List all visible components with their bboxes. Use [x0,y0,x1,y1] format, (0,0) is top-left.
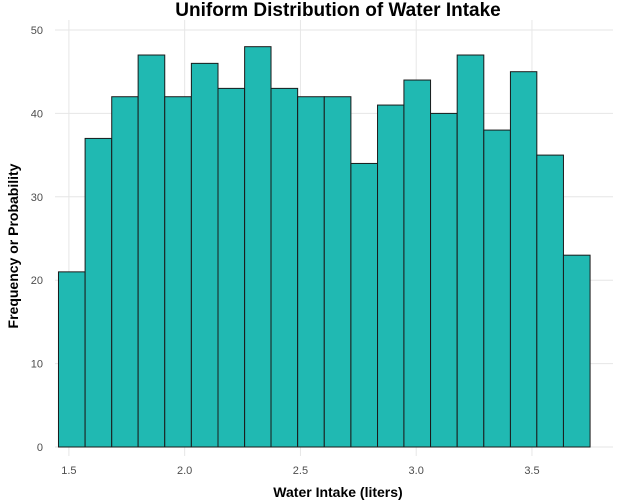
y-tick-label: 20 [31,275,43,287]
y-tick-label: 0 [37,442,43,454]
histogram-bar [323,96,352,448]
histogram-bar [164,96,192,448]
histogram-bar [377,104,405,448]
y-axis-ticks: 0 10 20 30 40 50 [31,25,43,454]
y-tick-label: 50 [31,25,43,37]
x-axis-ticks: 1.5 2.0 2.5 3.0 3.5 [61,465,539,477]
x-tick-label: 3.5 [524,465,539,477]
histogram-bar [403,79,432,448]
x-tick-label: 3.0 [409,465,424,477]
histogram-bar [350,162,379,448]
histogram-bar [509,71,538,448]
histogram-bar [270,87,299,448]
histogram-bar [536,154,564,448]
histogram-bar [430,112,458,448]
y-tick-label: 40 [31,108,43,120]
histogram-bar [456,54,485,448]
histogram-bar [244,46,272,448]
histogram-bar [190,62,219,448]
histogram-bar [297,96,325,448]
histogram-bar [483,129,511,448]
y-axis-label: Frequency or Probability [5,163,21,328]
y-tick-label: 10 [31,359,43,371]
x-axis-label: Water Intake (liters) [273,484,402,500]
histogram-bar [217,87,246,448]
histogram-bar [57,271,86,448]
x-tick-label: 2.0 [177,465,192,477]
histogram-bar [111,96,139,448]
y-tick-label: 30 [31,192,43,204]
chart-title: Uniform Distribution of Water Intake [175,0,500,21]
x-tick-label: 2.5 [293,465,308,477]
x-tick-label: 1.5 [61,465,76,477]
histogram-bar [137,54,166,448]
histogram-bar [84,137,113,448]
histogram-bar [562,254,591,448]
histogram-bars [57,46,591,448]
